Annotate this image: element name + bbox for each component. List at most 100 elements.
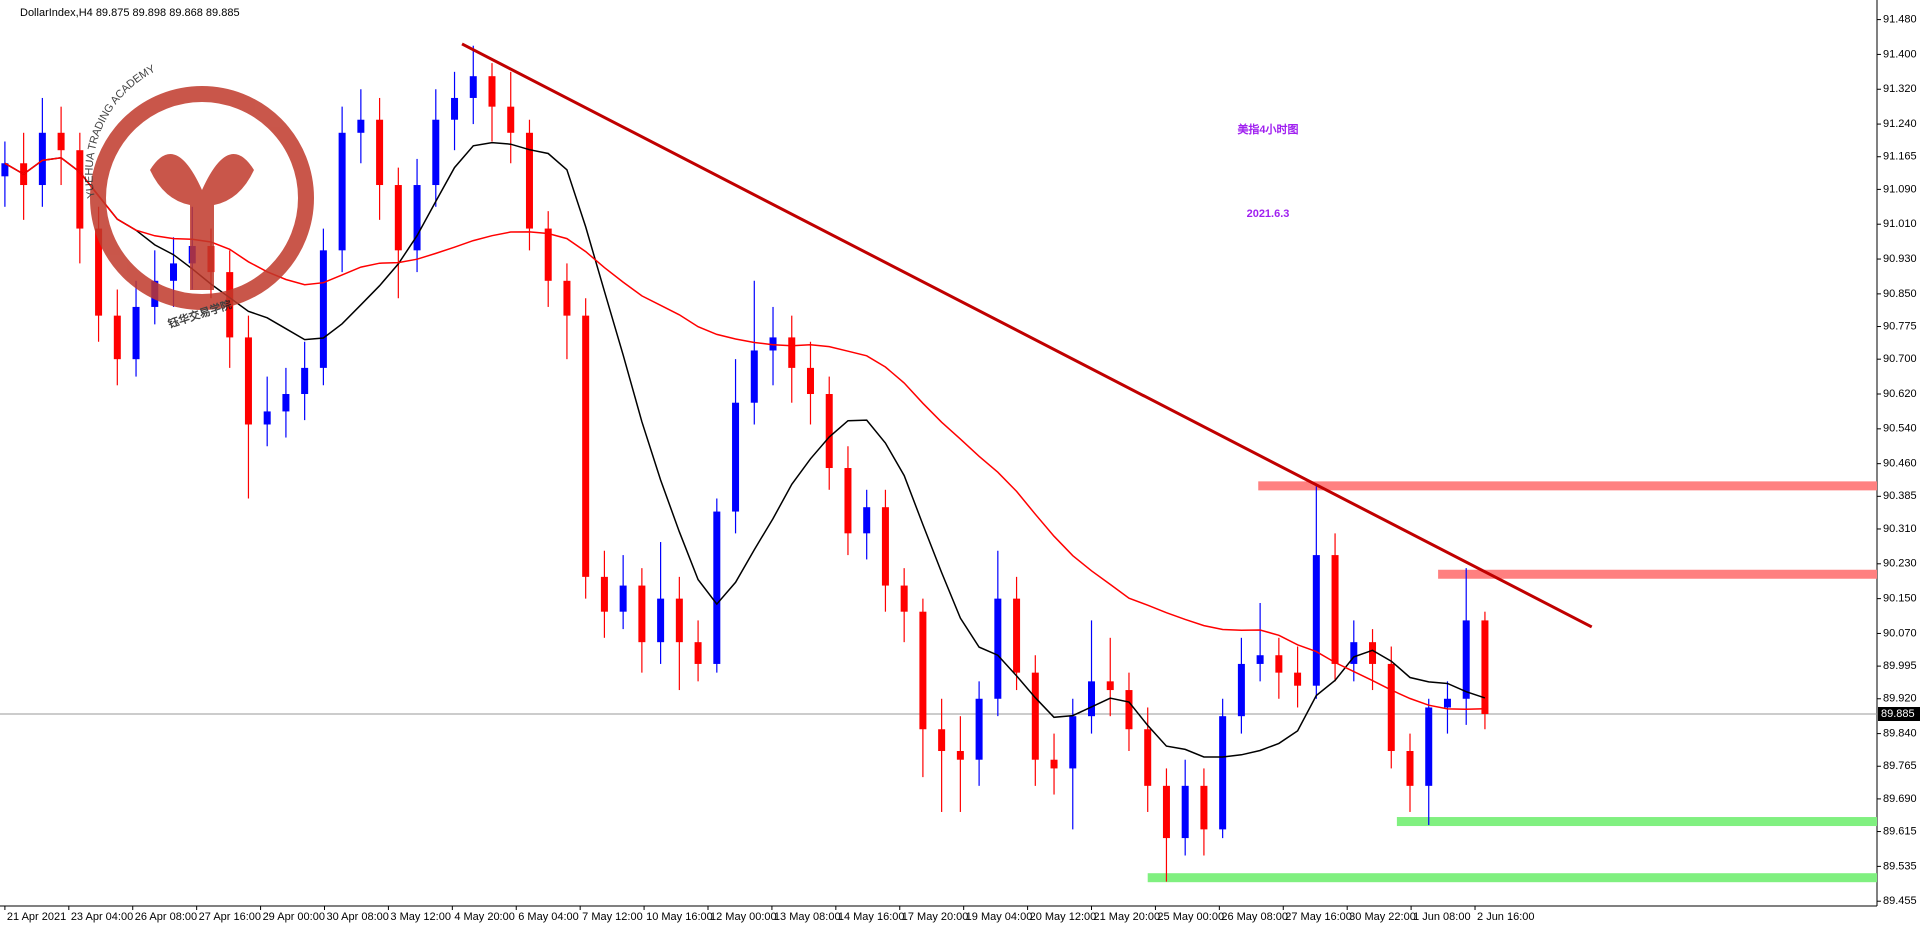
candle-body [525,132,533,229]
current-price-box [1878,707,1920,722]
x-tick-label: 25 May 00:00 [1157,911,1224,923]
candle-body [170,263,178,281]
candle-body [1275,655,1283,673]
candle-body [1200,785,1208,830]
candle-body [1294,672,1302,686]
candle-body [563,280,571,316]
y-tick-label: 91.320 [1883,83,1917,95]
x-tick-label: 27 May 16:00 [1285,911,1352,923]
candle-body [1425,707,1433,786]
candle-body [1069,716,1077,769]
y-tick-label: 90.700 [1883,353,1917,365]
level-zone [1258,481,1877,491]
candle-body [132,306,140,360]
y-tick-label: 89.615 [1883,825,1917,837]
candle-body [1219,716,1227,830]
candle-body [376,119,384,186]
candle-body [282,394,290,412]
x-tick-label: 7 May 12:00 [582,911,643,923]
candle-body [1125,690,1133,730]
candle-body [732,402,740,512]
x-tick-label: 10 May 16:00 [646,911,713,923]
y-tick-label: 90.070 [1883,627,1917,639]
y-tick-label: 90.620 [1883,388,1917,400]
x-tick-label: 30 May 22:00 [1349,911,1416,923]
x-tick-label: 13 May 08:00 [774,911,841,923]
current-price-label: 89.885 [1881,708,1915,720]
candle-body [1013,598,1021,673]
candle-body [1088,681,1096,717]
candle-body [76,150,84,229]
x-tick-label: 21 Apr 2021 [7,911,66,923]
candle-body [1162,785,1170,839]
chart-header: DollarIndex,H4 89.875 89.898 89.868 89.8… [20,7,240,19]
candle-body [1237,663,1245,717]
x-tick-label: 23 Apr 04:00 [71,911,133,923]
candle-body [244,337,252,425]
candle-body [1312,555,1320,686]
chart-subtitle: 2021.6.3 [1247,208,1290,220]
candle-body [319,250,327,368]
candle-body [919,611,927,730]
y-tick-label: 90.850 [1883,288,1917,300]
x-tick-label: 30 Apr 08:00 [326,911,388,923]
x-tick-label: 19 May 04:00 [966,911,1033,923]
candle-body [301,367,309,395]
y-tick-label: 89.840 [1883,728,1917,740]
x-tick-label: 20 May 12:00 [1030,911,1097,923]
x-tick-label: 1 Jun 08:00 [1413,911,1471,923]
candle-body [788,337,796,368]
candle-body [806,367,814,395]
candle-body [1350,642,1358,664]
candle-body [469,76,477,98]
logo-ring [90,86,314,310]
y-tick-label: 91.400 [1883,48,1917,60]
y-tick-label: 89.920 [1883,693,1917,705]
x-tick-label: 4 May 20:00 [454,911,515,923]
candle-body [1256,655,1264,664]
level-zone [1438,569,1877,579]
y-tick-label: 91.480 [1883,13,1917,25]
candle-body [1181,785,1189,839]
candle-body [1,163,9,177]
candle-body [57,132,65,151]
candle-body [638,585,646,643]
y-tick-label: 89.765 [1883,760,1917,772]
y-tick-label: 89.455 [1883,895,1917,907]
x-tick-label: 2 Jun 16:00 [1477,911,1535,923]
candle-body [507,106,515,133]
candle-body [488,76,496,107]
candle-body [844,468,852,534]
candle-body [956,751,964,760]
candle-body [1331,555,1339,664]
candle-body [357,119,365,133]
candle-body [1144,729,1152,786]
x-tick-label: 14 May 16:00 [838,911,905,923]
y-tick-label: 89.535 [1883,860,1917,872]
candle-body [694,642,702,664]
x-tick-label: 3 May 12:00 [390,911,451,923]
candle-body [1443,698,1451,708]
candle-body [338,132,346,251]
x-tick-label: 17 May 20:00 [902,911,969,923]
candle-body [413,185,421,251]
moving-average [4,157,1485,710]
candle-body [1050,759,1058,769]
y-tick-label: 91.165 [1883,151,1917,163]
y-tick-label: 90.150 [1883,593,1917,605]
candle-body [1406,751,1414,786]
candle-body [900,585,908,612]
candle-body [394,185,402,251]
y-tick-label: 89.995 [1883,660,1917,672]
candle-body [1031,672,1039,760]
candle-body [451,97,459,120]
candle-body [38,132,46,186]
x-tick-label: 26 May 08:00 [1221,911,1288,923]
y-tick-label: 90.310 [1883,523,1917,535]
logo-mark [150,154,254,290]
candle-body [675,598,683,643]
x-tick-label: 29 Apr 00:00 [263,911,325,923]
candle-body [544,228,552,281]
candle-body [863,507,871,534]
